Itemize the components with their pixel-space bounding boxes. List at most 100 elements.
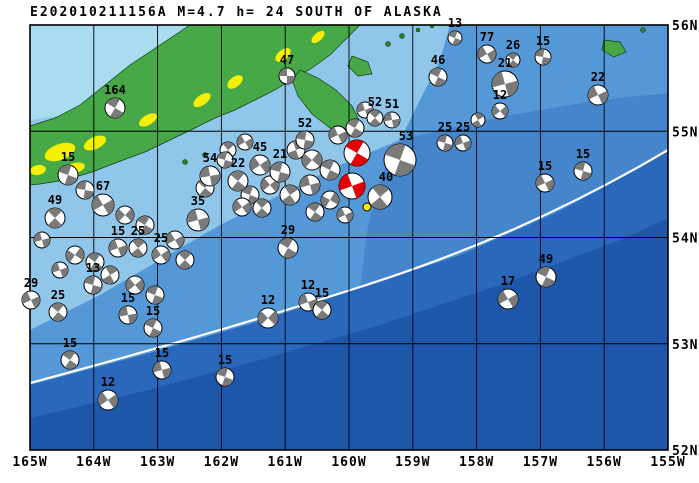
focal-mechanism — [128, 238, 148, 258]
lat-tick-label: 56N — [672, 19, 698, 34]
focal-mechanism-quadrants — [270, 162, 290, 182]
focal-mechanism-quadrants — [455, 135, 471, 151]
focal-mechanism — [100, 265, 120, 285]
event-label: 21 — [273, 147, 287, 161]
event-label: 51 — [385, 97, 399, 111]
focal-mechanism — [60, 350, 80, 370]
focal-mechanism — [115, 205, 135, 225]
event-label: 25 — [154, 231, 168, 245]
focal-mechanism — [428, 67, 448, 87]
focal-mechanism — [299, 174, 321, 196]
focal-mechanism — [383, 143, 417, 177]
lon-tick-label: 162W — [204, 455, 239, 470]
event-label: 22 — [231, 156, 245, 170]
focal-mechanism — [175, 250, 195, 270]
islet — [385, 41, 391, 47]
lon-tick-label: 163W — [140, 455, 175, 470]
event-marker — [362, 202, 372, 212]
focal-mechanism — [75, 180, 95, 200]
focal-mechanism — [367, 184, 393, 210]
focal-mechanism — [505, 52, 521, 68]
lowland-patch — [227, 75, 243, 89]
focal-mechanism — [470, 112, 486, 128]
focal-mechanism — [587, 84, 609, 106]
lowland-patch — [44, 142, 76, 162]
focal-mechanism — [236, 133, 254, 151]
event-label: 12 — [301, 278, 315, 292]
focal-mechanism — [152, 360, 172, 380]
event-label: 12 — [261, 293, 275, 307]
focal-mechanism-quadrants — [102, 266, 118, 284]
focal-mechanism — [257, 307, 279, 329]
event-label: 26 — [506, 38, 520, 52]
focal-mechanism-quadrants — [492, 104, 508, 118]
focal-mechanism-quadrants — [230, 171, 246, 191]
focal-mechanism — [252, 198, 272, 218]
event-label: 15 — [111, 224, 125, 238]
focal-mechanism — [118, 305, 138, 325]
focal-mechanism — [216, 151, 234, 169]
event-label: 52 — [298, 116, 312, 130]
event-label: 15 — [218, 353, 232, 367]
focal-mechanism-quadrants — [137, 216, 153, 234]
focal-mechanism — [278, 67, 296, 85]
focal-mechanism — [277, 237, 299, 259]
islet — [202, 152, 208, 158]
event-label: 35 — [191, 194, 205, 208]
focal-mechanism-quadrants — [320, 160, 340, 180]
focal-mechanism — [312, 300, 332, 320]
focal-mechanism — [535, 173, 555, 193]
focal-mechanism — [125, 275, 145, 295]
focal-mechanism-quadrants — [166, 232, 184, 248]
focal-mechanism — [91, 193, 115, 217]
focal-mechanism — [215, 367, 235, 387]
event-label: 25 — [456, 120, 470, 134]
event-label: 15 — [536, 34, 550, 48]
focal-mechanism-quadrants — [87, 253, 103, 271]
focal-mechanism — [227, 170, 249, 192]
islet — [399, 33, 405, 39]
focal-mechanism — [143, 318, 163, 338]
focal-mechanism — [21, 290, 41, 310]
event-label: 53 — [399, 129, 413, 143]
event-label: 47 — [280, 53, 294, 67]
focal-mechanism-quadrants — [507, 53, 519, 67]
lon-tick-label: 160W — [331, 455, 366, 470]
focal-mechanism-quadrants — [109, 239, 127, 257]
focal-mechanism-quadrants — [437, 135, 453, 151]
focal-mechanism-quadrants — [300, 175, 320, 195]
event-label: 15 — [121, 291, 135, 305]
focal-mechanism — [320, 190, 340, 210]
focal-mechanism-quadrants — [52, 262, 68, 278]
focal-mechanism — [33, 231, 51, 249]
focal-mechanism-quadrants — [153, 361, 171, 379]
focal-mechanism — [85, 252, 105, 272]
focal-mechanism-quadrants — [574, 162, 592, 180]
event-label: 15 — [155, 346, 169, 360]
focal-mechanism-circle — [362, 202, 372, 212]
lowland-patch — [193, 92, 211, 108]
islet — [182, 159, 188, 165]
lon-tick-label: 158W — [459, 455, 494, 470]
focal-mechanism-quadrants — [321, 192, 339, 208]
focal-mechanism-quadrants — [241, 186, 259, 204]
focal-mechanism-quadrants — [217, 152, 233, 168]
focal-mechanism-quadrants — [429, 68, 447, 86]
focal-mechanism-quadrants — [329, 126, 347, 144]
focal-mechanism — [199, 165, 221, 187]
event-label: 17 — [501, 274, 515, 288]
focal-mechanism — [97, 389, 119, 411]
focal-mechanism — [104, 97, 126, 119]
focal-mechanism — [366, 109, 384, 127]
focal-mechanism-quadrants — [22, 291, 40, 309]
focal-mechanism — [51, 261, 69, 279]
lon-tick-label: 164W — [76, 455, 111, 470]
focal-mechanism — [436, 134, 454, 152]
focal-mechanism — [343, 139, 371, 167]
event-label: 15 — [146, 304, 160, 318]
islet — [640, 27, 646, 33]
event-label: 25 — [131, 224, 145, 238]
focal-mechanism-quadrants — [58, 165, 78, 185]
event-label: 164 — [104, 83, 126, 97]
focal-mechanism — [491, 102, 509, 120]
